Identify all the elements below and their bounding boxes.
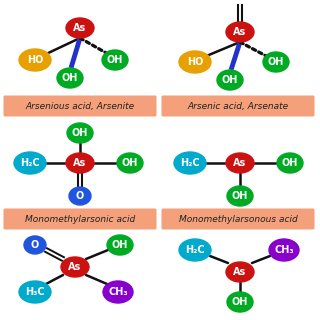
Text: OH: OH bbox=[72, 128, 88, 138]
Ellipse shape bbox=[67, 123, 93, 143]
Text: Arsenious acid, Arsenite: Arsenious acid, Arsenite bbox=[25, 101, 135, 110]
Text: As: As bbox=[233, 158, 247, 168]
Text: OH: OH bbox=[107, 55, 123, 65]
Ellipse shape bbox=[61, 257, 89, 277]
Text: H₃C: H₃C bbox=[25, 287, 45, 297]
Text: O: O bbox=[76, 191, 84, 201]
Ellipse shape bbox=[174, 152, 206, 174]
Text: H₂C: H₂C bbox=[20, 158, 40, 168]
Text: H₂C: H₂C bbox=[180, 158, 200, 168]
Text: CH₃: CH₃ bbox=[108, 287, 128, 297]
Ellipse shape bbox=[226, 262, 254, 282]
Ellipse shape bbox=[227, 292, 253, 312]
Text: As: As bbox=[73, 23, 87, 33]
Text: OH: OH bbox=[112, 240, 128, 250]
Ellipse shape bbox=[277, 153, 303, 173]
Ellipse shape bbox=[66, 153, 94, 173]
FancyBboxPatch shape bbox=[162, 95, 315, 116]
Ellipse shape bbox=[217, 70, 243, 90]
Ellipse shape bbox=[19, 281, 51, 303]
Text: CH₃: CH₃ bbox=[274, 245, 294, 255]
Ellipse shape bbox=[19, 49, 51, 71]
Ellipse shape bbox=[24, 236, 46, 254]
Ellipse shape bbox=[69, 187, 91, 205]
Text: O: O bbox=[31, 240, 39, 250]
Ellipse shape bbox=[179, 51, 211, 73]
Ellipse shape bbox=[102, 50, 128, 70]
Text: Monomethylarsonous acid: Monomethylarsonous acid bbox=[179, 214, 297, 223]
Text: Monomethylarsonic acid: Monomethylarsonic acid bbox=[25, 214, 135, 223]
Text: H₂C: H₂C bbox=[185, 245, 205, 255]
Text: HO: HO bbox=[27, 55, 43, 65]
Text: OH: OH bbox=[62, 73, 78, 83]
FancyBboxPatch shape bbox=[4, 95, 156, 116]
FancyBboxPatch shape bbox=[162, 209, 315, 229]
Ellipse shape bbox=[107, 235, 133, 255]
Ellipse shape bbox=[103, 281, 133, 303]
Ellipse shape bbox=[179, 239, 211, 261]
Text: As: As bbox=[233, 27, 247, 37]
Text: As: As bbox=[68, 262, 82, 272]
Ellipse shape bbox=[226, 153, 254, 173]
Text: HO: HO bbox=[187, 57, 203, 67]
Ellipse shape bbox=[269, 239, 299, 261]
Ellipse shape bbox=[14, 152, 46, 174]
Ellipse shape bbox=[117, 153, 143, 173]
Text: As: As bbox=[73, 158, 87, 168]
Text: OH: OH bbox=[232, 297, 248, 307]
Ellipse shape bbox=[66, 18, 94, 38]
Text: Arsenic acid, Arsenate: Arsenic acid, Arsenate bbox=[188, 101, 289, 110]
Ellipse shape bbox=[263, 52, 289, 72]
Text: As: As bbox=[233, 267, 247, 277]
Text: OH: OH bbox=[282, 158, 298, 168]
Ellipse shape bbox=[226, 22, 254, 42]
Ellipse shape bbox=[57, 68, 83, 88]
Text: OH: OH bbox=[268, 57, 284, 67]
Text: OH: OH bbox=[232, 191, 248, 201]
FancyBboxPatch shape bbox=[4, 209, 156, 229]
Text: OH: OH bbox=[122, 158, 138, 168]
Text: OH: OH bbox=[222, 75, 238, 85]
Ellipse shape bbox=[227, 186, 253, 206]
